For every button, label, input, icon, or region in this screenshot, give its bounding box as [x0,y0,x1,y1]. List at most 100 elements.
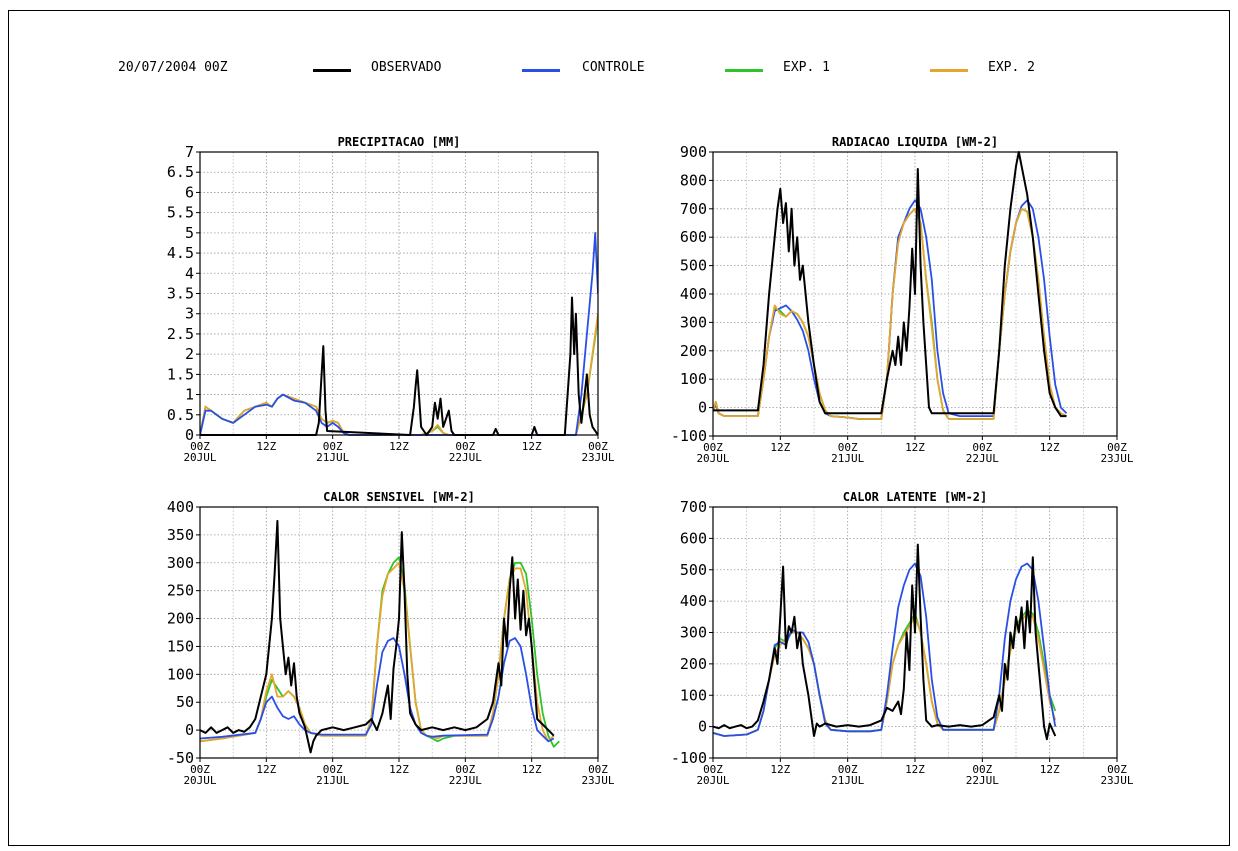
series-line-observado [200,296,598,436]
x-tick-label: 12Z [522,440,542,453]
y-tick-label: 500 [680,257,707,275]
y-tick-label: 150 [167,637,194,655]
y-tick-label: 5 [185,224,194,242]
y-tick-label: 3.5 [167,285,194,303]
figure-frame [8,10,1230,846]
y-tick-label: 400 [167,498,194,516]
x-tick-sublabel: 22JUL [966,452,999,465]
y-tick-label: 300 [680,624,707,642]
series-group [200,519,560,754]
series-line-controle [200,232,598,436]
y-tick-label: 700 [680,498,707,516]
series-line-exp-2 [713,612,1057,737]
series-line-observado [200,519,555,754]
x-tick-label: 12Z [389,440,409,453]
y-tick-label: 0 [698,718,707,736]
chart-rad: -100010020030040050060070080090000Z20JUL… [671,135,1134,465]
series-line-exp-2 [200,561,555,743]
y-tick-label: 3 [185,305,194,323]
x-tick-sublabel: 20JUL [696,774,729,787]
x-tick-label: 12Z [770,441,790,454]
y-tick-label: 5.5 [167,204,194,222]
y-tick-label: 300 [680,313,707,331]
chart-title: CALOR SENSIVEL [WM-2] [323,490,475,504]
series-line-observado [713,543,1057,741]
figure-header: 20/07/2004 00Z OBSERVADO CONTROLE EXP. 1… [0,0,1238,90]
y-tick-label: 700 [680,200,707,218]
legend-swatch-exp2 [930,69,968,72]
x-tick-sublabel: 21JUL [316,774,349,787]
x-tick-label: 00Z [703,763,723,776]
x-tick-sublabel: 20JUL [696,452,729,465]
y-tick-label: 4 [185,264,194,282]
x-tick-sublabel: 23JUL [1100,774,1133,787]
y-tick-label: -50 [167,749,194,767]
series-group [713,151,1068,420]
x-tick-sublabel: 20JUL [183,774,216,787]
chart-title: PRECIPITACAO [MM] [338,135,461,149]
legend-swatch-controle [522,69,560,72]
x-tick-label: 00Z [588,763,608,776]
x-tick-label: 12Z [1040,763,1060,776]
x-tick-label: 12Z [905,763,925,776]
x-tick-sublabel: 23JUL [581,451,614,464]
x-tick-label: 00Z [838,763,858,776]
series-line-exp-2 [713,207,1067,420]
x-tick-sublabel: 21JUL [316,451,349,464]
x-tick-label: 00Z [323,440,343,453]
y-tick-label: 200 [167,610,194,628]
legend-swatch-observado [313,69,351,72]
y-tick-label: 1 [185,386,194,404]
chart-title: RADIACAO LIQUIDA [WM-2] [832,135,998,149]
y-tick-label: 400 [680,285,707,303]
y-tick-label: 1.5 [167,365,194,383]
series-line-exp-1 [200,556,560,748]
y-tick-label: 2 [185,345,194,363]
y-tick-label: 500 [680,561,707,579]
y-tick-label: 7 [185,143,194,161]
y-tick-label: 0 [698,399,707,417]
y-tick-label: 300 [167,554,194,572]
series-line-observado [713,151,1067,418]
x-tick-label: 12Z [522,763,542,776]
y-tick-label: 600 [680,529,707,547]
date-label: 20/07/2004 00Z [118,60,228,75]
y-tick-label: -100 [671,749,707,767]
y-tick-label: 0.5 [167,406,194,424]
x-tick-sublabel: 23JUL [1100,452,1133,465]
x-tick-label: 12Z [770,763,790,776]
y-tick-label: 600 [680,228,707,246]
y-tick-label: 6 [185,183,194,201]
x-tick-label: 00Z [588,440,608,453]
series-group [200,232,598,436]
y-tick-label: 200 [680,342,707,360]
x-tick-sublabel: 22JUL [966,774,999,787]
x-tick-label: 12Z [905,441,925,454]
series-line-controle [713,562,1057,737]
x-tick-label: 00Z [703,441,723,454]
y-tick-label: 400 [680,592,707,610]
y-tick-label: 0 [185,426,194,444]
legend-label-exp1: EXP. 1 [783,60,830,75]
x-tick-label: 00Z [972,441,992,454]
y-tick-label: 100 [680,370,707,388]
x-tick-label: 00Z [190,763,210,776]
x-tick-label: 00Z [455,763,475,776]
x-tick-sublabel: 21JUL [831,452,864,465]
x-tick-label: 00Z [323,763,343,776]
y-tick-label: 2.5 [167,325,194,343]
y-tick-label: 250 [167,582,194,600]
y-tick-label: 0 [185,721,194,739]
y-tick-label: -100 [671,427,707,445]
y-tick-label: 4.5 [167,244,194,262]
y-tick-label: 100 [680,686,707,704]
y-tick-label: 200 [680,655,707,673]
series-group [713,543,1057,741]
chart-title: CALOR LATENTE [WM-2] [843,490,988,504]
x-tick-label: 12Z [389,763,409,776]
x-tick-sublabel: 20JUL [183,451,216,464]
x-tick-label: 00Z [838,441,858,454]
series-line-controle [200,637,555,743]
